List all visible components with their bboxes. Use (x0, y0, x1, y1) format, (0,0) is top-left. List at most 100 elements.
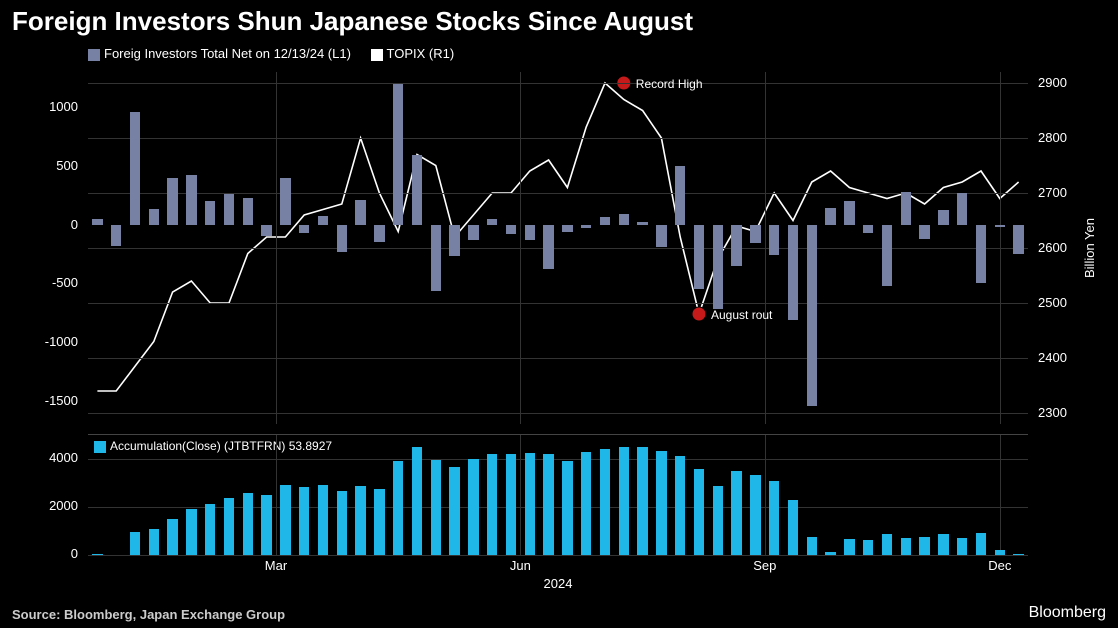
legend-swatch-bars (88, 49, 100, 61)
net-flow-bar (412, 155, 422, 224)
accumulation-bar (844, 539, 854, 555)
y-axis-bottom-left: 020004000 (0, 434, 84, 554)
annotation-label: Record High (636, 77, 703, 91)
brand-label: Bloomberg (1029, 604, 1106, 622)
x-axis: MarJunSepDec2024 (88, 558, 1028, 598)
net-flow-bar (750, 225, 760, 244)
ytick-right: 2600 (1038, 240, 1067, 255)
net-flow-bar (111, 225, 121, 246)
accumulation-bar (224, 498, 234, 555)
ytick-right: 2500 (1038, 295, 1067, 310)
accumulation-bar (205, 504, 215, 555)
chart-title: Foreign Investors Shun Japanese Stocks S… (12, 6, 693, 37)
y-axis-right-label: Billion Yen (1082, 218, 1097, 278)
net-flow-bar (186, 175, 196, 224)
accumulation-bar (431, 460, 441, 555)
net-flow-bar (205, 201, 215, 224)
accumulation-bar (525, 453, 535, 555)
accumulation-bar (581, 452, 591, 555)
accumulation-bar (919, 537, 929, 555)
net-flow-bar (506, 225, 516, 234)
accumulation-bar (1013, 554, 1023, 555)
accumulation-bar (487, 454, 497, 555)
legend-item-bars: Foreig Investors Total Net on 12/13/24 (… (88, 46, 351, 61)
ytick-left: 500 (56, 158, 78, 173)
ytick-right: 2900 (1038, 75, 1067, 90)
net-flow-bar (562, 225, 572, 232)
accumulation-bar (788, 500, 798, 555)
xtick: Dec (988, 558, 1011, 573)
annotation-marker (692, 307, 706, 321)
net-flow-bar (713, 225, 723, 309)
top-plot-area: Record HighAugust rout (88, 72, 1028, 424)
net-flow-bar (468, 225, 478, 240)
net-flow-bar (637, 222, 647, 224)
topix-line (97, 83, 1018, 391)
legend-label-line: TOPIX (R1) (387, 46, 455, 61)
ytick-left: -1500 (45, 393, 78, 408)
source-footer: Source: Bloomberg, Japan Exchange Group (12, 607, 285, 622)
accumulation-bar (412, 447, 422, 555)
xtick: Jun (510, 558, 531, 573)
accumulation-label-text: Accumulation(Close) (JTBTFRN) 53.8927 (110, 439, 332, 453)
ytick-left: 1000 (49, 99, 78, 114)
net-flow-bar (976, 225, 986, 284)
net-flow-bar (355, 200, 365, 225)
net-flow-bar (694, 225, 704, 290)
accumulation-bar (449, 467, 459, 555)
accumulation-bar (637, 447, 647, 555)
x-year-label: 2024 (544, 576, 573, 591)
accumulation-bar (130, 532, 140, 555)
net-flow-bar (374, 225, 384, 243)
net-flow-bar (543, 225, 553, 270)
bottom-plot-area: Accumulation(Close) (JTBTFRN) 53.8927 (88, 434, 1028, 555)
legend-item-line: TOPIX (R1) (371, 46, 455, 61)
accumulation-bar (261, 495, 271, 555)
chart-root: Foreign Investors Shun Japanese Stocks S… (0, 0, 1118, 628)
accumulation-bar (769, 481, 779, 555)
net-flow-bar (243, 198, 253, 225)
accumulation-bar (976, 533, 986, 555)
accumulation-bar (995, 550, 1005, 555)
accumulation-bar (468, 459, 478, 555)
net-flow-bar (337, 225, 347, 252)
accumulation-bar (506, 454, 516, 555)
xtick: Mar (265, 558, 287, 573)
net-flow-bar (825, 208, 835, 224)
accumulation-bar (374, 489, 384, 555)
net-flow-bar (393, 84, 403, 225)
accumulation-bar (186, 509, 196, 555)
ytick-right: 2400 (1038, 350, 1067, 365)
net-flow-bar (919, 225, 929, 239)
net-flow-bar (261, 225, 271, 237)
accumulation-bar (731, 471, 741, 555)
accumulation-bar (807, 537, 817, 555)
accumulation-bar (337, 491, 347, 555)
ytick-left: 0 (71, 217, 78, 232)
net-flow-bar (957, 193, 967, 225)
net-flow-bar (600, 217, 610, 224)
accumulation-bar (393, 461, 403, 555)
net-flow-bar (92, 219, 102, 225)
net-flow-bar (863, 225, 873, 233)
net-flow-bar (844, 201, 854, 224)
accumulation-bar (543, 454, 553, 555)
ytick-bottom: 0 (71, 546, 78, 561)
accumulation-bar (656, 451, 666, 555)
accumulation-swatch (94, 441, 106, 453)
net-flow-bar (130, 112, 140, 225)
accumulation-bar (750, 475, 760, 555)
net-flow-bar (995, 225, 1005, 227)
ytick-right: 2300 (1038, 405, 1067, 420)
accumulation-bar (280, 485, 290, 555)
accumulation-bar (92, 554, 102, 555)
accumulation-bar (882, 534, 892, 555)
accumulation-bar (863, 540, 873, 555)
ytick-bottom: 2000 (49, 498, 78, 513)
legend: Foreig Investors Total Net on 12/13/24 (… (88, 46, 470, 61)
net-flow-bar (318, 216, 328, 224)
accumulation-bar (901, 538, 911, 555)
net-flow-bar (525, 225, 535, 240)
y-axis-right-label-wrap: Billion Yen (1082, 72, 1118, 424)
net-flow-bar (882, 225, 892, 286)
